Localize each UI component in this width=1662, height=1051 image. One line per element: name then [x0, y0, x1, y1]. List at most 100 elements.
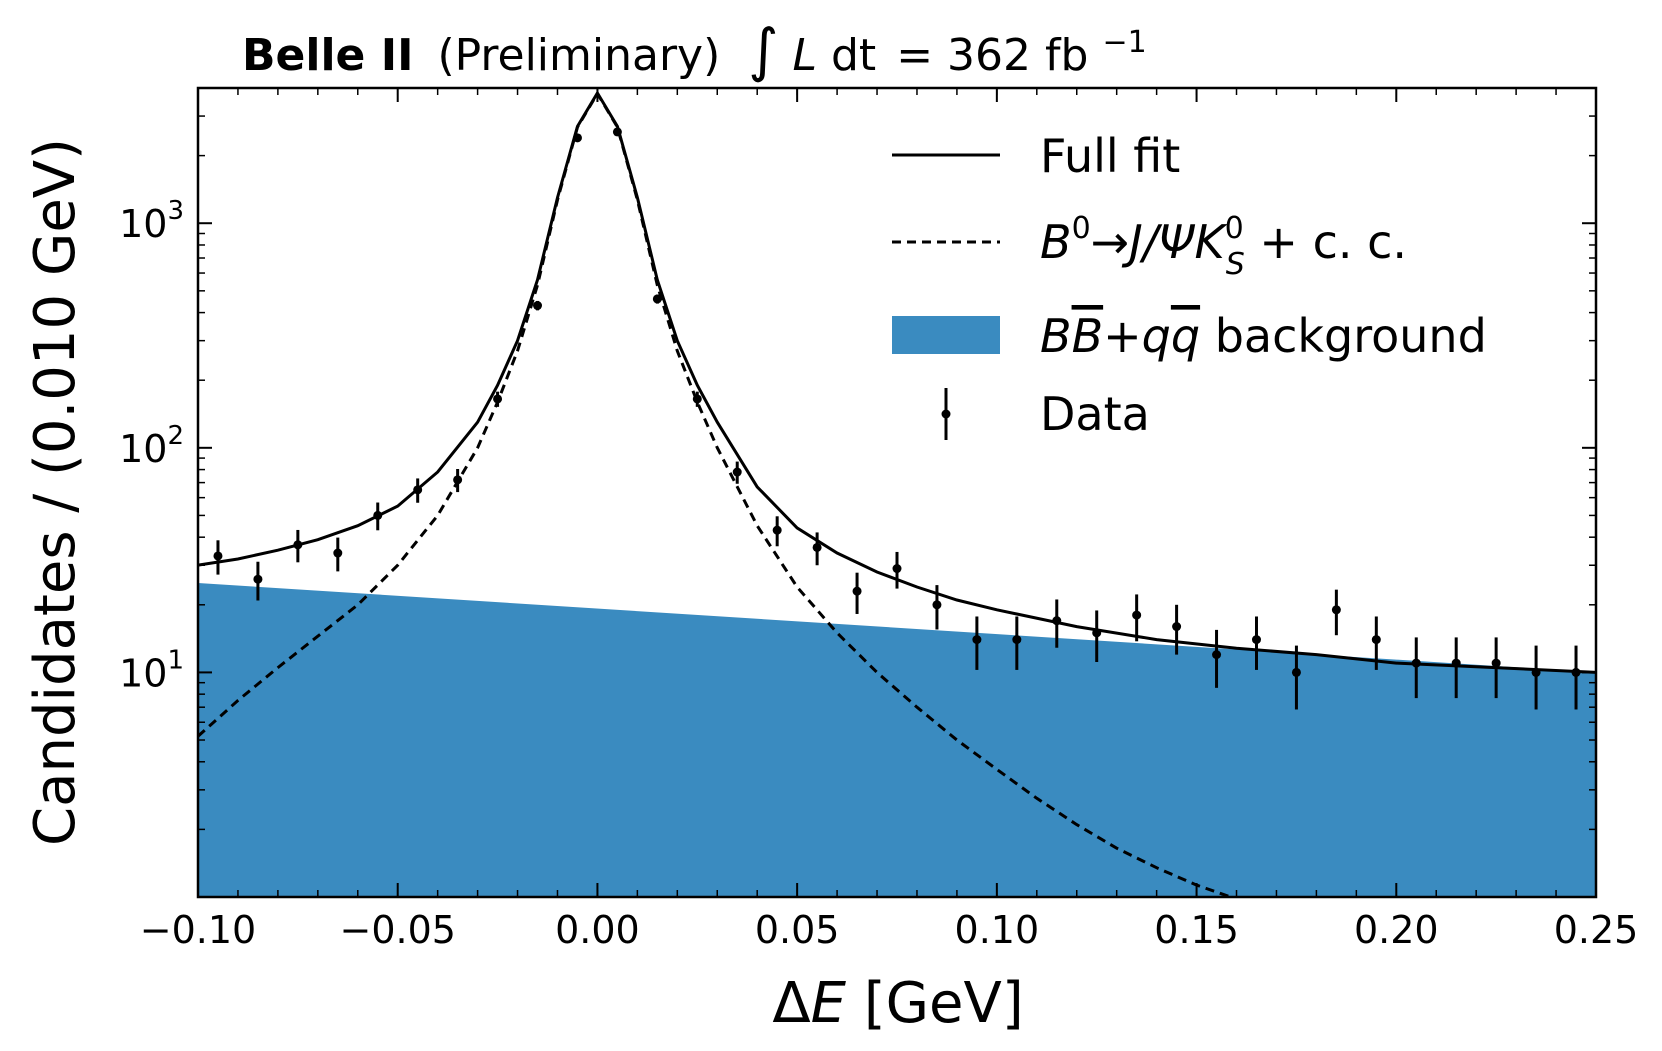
legend-signal-label: B0→J/ΨK0 S + c. c. — [1040, 211, 1407, 282]
x-tick-label: 0.20 — [1354, 908, 1439, 952]
legend-fit-label: Full fit — [1040, 129, 1180, 183]
data-marker — [213, 551, 223, 561]
x-tick-label: 0.05 — [755, 908, 840, 952]
data-marker — [1092, 628, 1102, 638]
x-axis-var: E — [811, 971, 847, 1036]
data-point — [972, 616, 982, 670]
data-marker — [1251, 635, 1261, 645]
data-marker — [333, 548, 343, 558]
data-point — [772, 516, 782, 547]
data-marker — [852, 586, 862, 596]
data-point — [1212, 629, 1222, 688]
data-marker — [1491, 658, 1501, 668]
data-marker — [293, 540, 303, 550]
data-point — [852, 572, 862, 614]
data-marker — [812, 542, 822, 552]
data-marker — [1132, 610, 1142, 620]
data-point — [1012, 616, 1022, 670]
data-point — [1411, 637, 1421, 699]
data-point — [812, 532, 822, 566]
data-marker — [373, 510, 383, 520]
data-marker — [1212, 650, 1222, 660]
x-axis-unit: [GeV] — [846, 971, 1024, 1036]
data-point — [253, 561, 263, 601]
title-lumi-dt: dt — [831, 30, 876, 81]
data-point — [1371, 616, 1381, 670]
data-marker — [612, 127, 622, 137]
data-point — [1052, 599, 1062, 648]
x-tick-labels: −0.10 −0.05 0.00 0.05 0.10 0.15 0.20 0.25 — [140, 908, 1639, 952]
x-axis-label: ΔE [GeV] — [772, 971, 1023, 1036]
data-marker — [1411, 658, 1421, 668]
x-tick-label: −0.05 — [339, 908, 455, 952]
legend-bkg-swatch — [892, 316, 1000, 354]
title-lumi-exp: −1 — [1102, 25, 1146, 60]
data-marker — [1291, 667, 1301, 677]
legend-bkg-q1: q — [1142, 309, 1171, 363]
title-integral: ∫ — [748, 16, 778, 84]
y-axis-label: Candidates / (0.010 GeV) — [23, 138, 88, 846]
y-tick-labels: 101 102 103 — [119, 196, 184, 695]
data-point — [1491, 637, 1501, 699]
plot-area — [198, 90, 1596, 897]
y-tick-label: 103 — [119, 196, 184, 246]
data-marker — [1331, 605, 1341, 615]
background-fill — [198, 583, 1596, 897]
legend-data-marker — [941, 409, 951, 419]
data-point — [572, 133, 582, 143]
data-point — [533, 300, 543, 311]
data-point — [692, 391, 702, 407]
legend-bkg-plus: + — [1103, 309, 1142, 363]
x-tick-label: 0.10 — [955, 908, 1040, 952]
data-marker — [1012, 635, 1022, 645]
data-point — [1571, 645, 1581, 710]
plot-frame — [196, 86, 1598, 899]
title-status: (Preliminary) — [437, 30, 720, 81]
data-marker — [1531, 667, 1541, 677]
data-marker — [533, 301, 543, 311]
legend-signal-cc: + c. c. — [1245, 215, 1407, 269]
x-axis-symbol: Δ — [772, 971, 810, 1036]
legend: Full fit B0→J/ΨK0 S + c. c. BB+qq backgro… — [892, 129, 1487, 441]
x-tick-label: 0.25 — [1554, 908, 1639, 952]
data-point — [1092, 610, 1102, 662]
legend-signal-arrow: → — [1091, 215, 1130, 269]
legend-signal-b: B — [1040, 215, 1072, 269]
data-marker — [453, 475, 463, 485]
data-marker — [493, 394, 503, 404]
data-point — [1451, 637, 1461, 699]
x-tick-label: 0.15 — [1154, 908, 1239, 952]
data-marker — [1371, 635, 1381, 645]
data-marker — [1172, 622, 1182, 632]
data-point — [1331, 589, 1341, 636]
data-marker — [572, 133, 582, 143]
x-tick-label: 0.00 — [555, 908, 640, 952]
data-point — [373, 502, 383, 531]
data-point — [1531, 645, 1541, 710]
legend-bkg-b2: B — [1072, 309, 1104, 363]
data-marker — [732, 467, 742, 477]
data-marker — [652, 294, 662, 304]
data-point — [493, 391, 503, 407]
data-point — [413, 478, 423, 503]
data-point — [1132, 594, 1142, 642]
legend-signal-k-sub: S — [1226, 247, 1245, 282]
data-point — [932, 585, 942, 630]
data-marker — [772, 525, 782, 535]
data-marker — [413, 485, 423, 495]
title-experiment: Belle II — [242, 30, 413, 81]
data-point — [453, 468, 463, 493]
data-point — [213, 540, 223, 575]
legend-bkg-label: BB+qq background — [1040, 309, 1487, 363]
legend-bkg-q2: q — [1171, 309, 1200, 363]
data-point — [652, 294, 662, 304]
legend-data-label: Data — [1040, 387, 1150, 441]
data-point — [892, 551, 902, 589]
title-lumi-var: L — [792, 30, 817, 81]
data-points — [213, 127, 1581, 710]
data-marker — [1571, 667, 1581, 677]
data-marker — [1052, 616, 1062, 626]
y-tick-label: 102 — [119, 421, 184, 471]
data-point — [333, 537, 343, 572]
